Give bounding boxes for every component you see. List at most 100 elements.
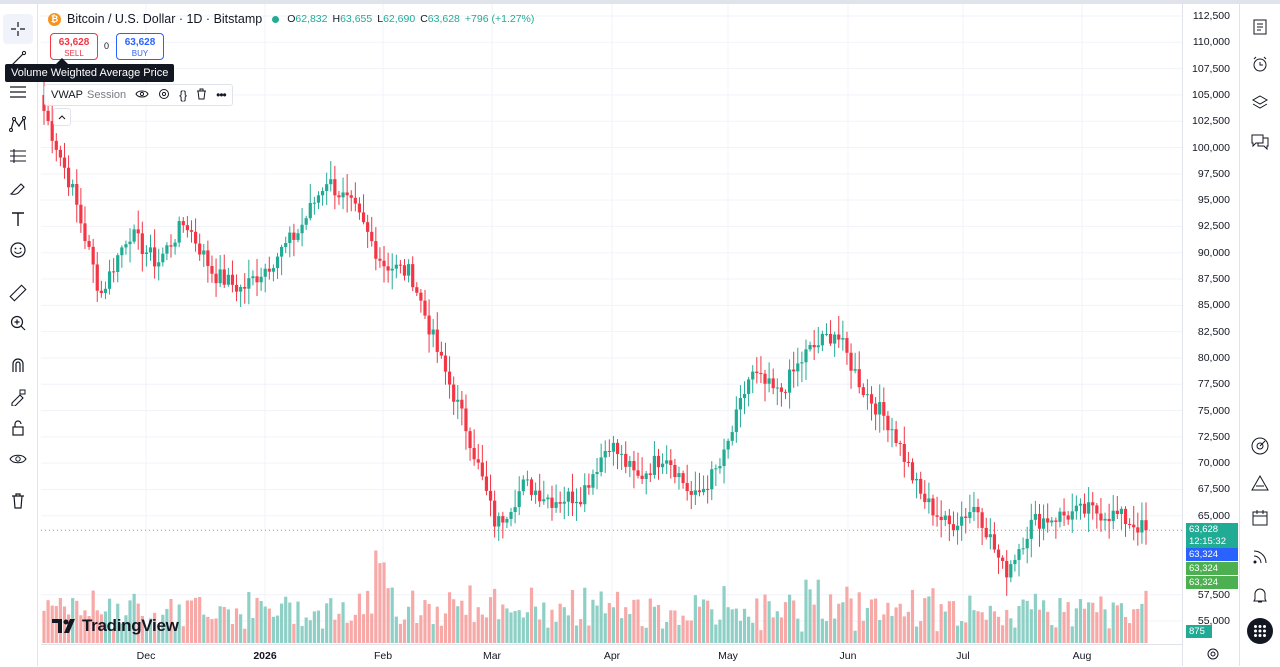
- collapse-legend-chevron-icon[interactable]: [53, 108, 71, 126]
- long-position-icon[interactable]: [3, 141, 33, 171]
- crosshair-icon[interactable]: [3, 14, 33, 44]
- candle-body: [390, 268, 394, 271]
- ohlc-high: H63,655: [332, 13, 373, 25]
- candle-body: [734, 409, 738, 433]
- candle-body: [304, 218, 308, 225]
- candle-body: [476, 459, 480, 463]
- volume-bar: [665, 621, 669, 643]
- volume-bar: [779, 617, 783, 643]
- candle-body: [599, 457, 603, 473]
- ruler-icon[interactable]: [3, 278, 33, 308]
- bell-icon[interactable]: [1245, 580, 1275, 610]
- date-tick-label: Dec: [136, 650, 156, 662]
- candle-body: [349, 195, 353, 198]
- candle-body: [525, 479, 530, 481]
- pattern-icon[interactable]: [3, 109, 33, 139]
- settings-icon[interactable]: [158, 88, 170, 103]
- source-code-icon[interactable]: {}: [179, 88, 188, 102]
- watchlist-icon[interactable]: [1245, 12, 1275, 42]
- volume-bar: [1062, 611, 1066, 643]
- price-tick-label: 85,000: [1197, 299, 1230, 312]
- chart-settings-gear-icon[interactable]: [1206, 647, 1220, 666]
- candle-body: [91, 246, 95, 265]
- candle-body: [812, 345, 816, 348]
- broadcast-icon[interactable]: [1245, 542, 1275, 572]
- candle-body: [435, 329, 439, 352]
- candle-body: [124, 244, 128, 248]
- brush-icon[interactable]: [3, 173, 33, 203]
- volume-bar: [284, 596, 288, 643]
- sell-button[interactable]: 63,628 SELL: [50, 33, 98, 60]
- zoom-in-icon[interactable]: [3, 308, 33, 338]
- volume-bar: [50, 605, 54, 643]
- more-icon[interactable]: •••: [216, 88, 227, 102]
- alerts-clock-icon[interactable]: [1245, 49, 1275, 79]
- eye-icon[interactable]: [135, 88, 149, 103]
- magnet-icon[interactable]: [3, 350, 33, 380]
- volume-bar: [288, 602, 292, 643]
- candle-body: [861, 387, 865, 395]
- candle-body: [1009, 564, 1013, 578]
- chat-icon[interactable]: [1245, 126, 1275, 156]
- volume-bar: [607, 603, 611, 643]
- eye-icon[interactable]: [3, 444, 33, 474]
- unlock-icon[interactable]: [3, 413, 33, 443]
- volume-bar: [1054, 627, 1058, 643]
- volume-bar: [476, 607, 480, 643]
- trend-line-icon[interactable]: [3, 44, 33, 74]
- emoji-icon[interactable]: [3, 235, 33, 265]
- trash-icon[interactable]: [3, 486, 33, 516]
- volume-bar: [247, 592, 251, 643]
- volume-bar: [443, 613, 448, 643]
- vwap-price-tag-green: 63,324: [1186, 576, 1238, 589]
- lock-drawing-icon[interactable]: [3, 382, 33, 412]
- volume-bar: [439, 625, 443, 643]
- time-axis[interactable]: Dec 2026 Feb Mar Apr May Jun Jul Aug: [41, 644, 1182, 667]
- indicator-name[interactable]: VWAP: [51, 89, 83, 101]
- volume-bar: [734, 608, 738, 643]
- candlestick-chart[interactable]: [41, 4, 1182, 644]
- candle-body: [947, 515, 951, 525]
- chart-pane[interactable]: [41, 4, 1182, 644]
- volume-bar: [546, 627, 550, 643]
- calendar-icon[interactable]: [1245, 503, 1275, 533]
- candle-body: [107, 271, 112, 289]
- tradingview-logo[interactable]: TradingView: [52, 616, 179, 636]
- price-tick-label: 57,500: [1197, 588, 1230, 601]
- candle-body: [767, 378, 771, 384]
- candle-body: [910, 462, 915, 481]
- candle-body: [968, 512, 972, 518]
- delete-icon[interactable]: [196, 88, 207, 103]
- volume-bar: [919, 621, 923, 643]
- candle-body: [308, 202, 312, 219]
- indicator-legend-vwap[interactable]: VWAP Session {} •••: [44, 84, 233, 106]
- grid-apps-icon[interactable]: [1245, 616, 1275, 646]
- volume-bar: [99, 614, 103, 643]
- candle-body: [1078, 503, 1083, 506]
- candle-body: [316, 195, 321, 203]
- triangle-icon[interactable]: [1245, 468, 1275, 498]
- volume-bar: [419, 615, 423, 643]
- volume-bar: [878, 619, 882, 643]
- candle-body: [62, 157, 67, 168]
- volume-bar: [320, 628, 325, 643]
- layers-icon[interactable]: [1245, 87, 1275, 117]
- candle-body: [611, 442, 616, 452]
- volume-bar: [738, 620, 743, 643]
- buy-button[interactable]: 63,628 BUY: [116, 33, 164, 60]
- text-icon[interactable]: [3, 204, 33, 234]
- candle-body: [116, 255, 120, 272]
- candle-body: [591, 474, 595, 488]
- candle-body: [529, 479, 534, 495]
- volume-bar: [316, 610, 321, 643]
- candle-body: [1128, 523, 1132, 525]
- candle-body: [222, 269, 226, 285]
- fib-retracement-icon[interactable]: [3, 77, 33, 107]
- price-axis[interactable]: 112,500 110,000 107,500 105,000 102,500 100,0…: [1182, 4, 1240, 666]
- candle-body: [570, 491, 575, 504]
- target-icon[interactable]: [1245, 431, 1275, 461]
- candle-body: [1005, 560, 1009, 578]
- candle-body: [558, 502, 562, 504]
- candle-body: [751, 371, 755, 380]
- symbol-title[interactable]: Bitcoin / U.S. Dollar · 1D · Bitstamp: [67, 12, 263, 26]
